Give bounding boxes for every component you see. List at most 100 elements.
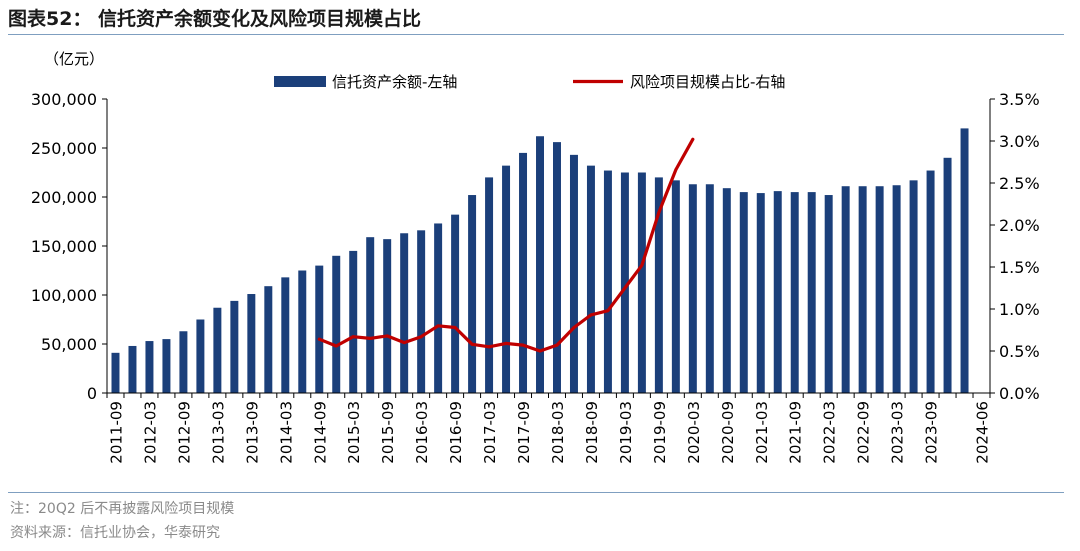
- x-tick-label: 2011-09: [107, 401, 125, 464]
- line-point-2018-03: [555, 343, 559, 347]
- bar-2018-12: [603, 170, 612, 393]
- left-tick-label: 100,000: [31, 286, 97, 305]
- line-point-2017-03: [487, 345, 491, 349]
- line-point-2017-06: [504, 342, 508, 345]
- chart-note: 注：20Q2 后不再披露风险项目规模: [10, 501, 235, 517]
- line-point-2015-03: [351, 335, 355, 339]
- bar-2023-03: [892, 185, 901, 393]
- bar-2018-06: [569, 154, 578, 393]
- bar-2014-09: [315, 265, 324, 393]
- x-tick-label: 2023-09: [923, 401, 941, 464]
- x-tick-label: 2014-09: [311, 401, 329, 464]
- left-tick-label: 150,000: [31, 237, 97, 256]
- bar-2019-06: [637, 172, 646, 393]
- left-tick-label: 250,000: [31, 139, 97, 158]
- legend-label-line: 风险项目规模占比-右轴: [630, 73, 785, 91]
- line-point-2019-06: [640, 263, 644, 267]
- line-point-2020-03: [691, 137, 695, 141]
- x-tick-label: 2015-03: [345, 401, 363, 464]
- x-tick-label: 2019-09: [651, 401, 669, 464]
- bar-2023-12: [943, 157, 952, 393]
- x-tick-label: 2014-03: [277, 401, 295, 464]
- right-tick-label: 2.0%: [999, 216, 1040, 235]
- title-divider: [8, 34, 1064, 35]
- x-tick-label: 2018-09: [583, 401, 601, 464]
- bar-2014-12: [332, 255, 341, 393]
- bar-2024-03: [960, 128, 969, 393]
- bar-2020-09: [722, 188, 731, 393]
- x-tick-label: 2017-09: [515, 401, 533, 464]
- x-tick-label: 2022-09: [855, 401, 873, 464]
- bar-2011-12: [128, 345, 137, 393]
- bar-2023-06: [909, 180, 918, 393]
- line-point-2016-06: [436, 324, 440, 328]
- right-tick-label: 3.0%: [999, 132, 1040, 151]
- right-tick-label: 1.0%: [999, 300, 1040, 319]
- bar-2022-12: [875, 186, 884, 393]
- line-point-2015-12: [402, 341, 406, 344]
- x-tick-label: 2024-06: [974, 401, 992, 464]
- line-point-2015-09: [385, 334, 389, 338]
- bar-2013-09: [247, 294, 256, 393]
- left-tick-label: 300,000: [31, 90, 97, 109]
- x-tick-label: 2012-03: [141, 401, 159, 464]
- bar-2020-03: [688, 184, 697, 393]
- bar-2016-12: [468, 195, 477, 393]
- bar-2014-03: [281, 277, 290, 393]
- bar-2016-09: [451, 214, 460, 393]
- bar-2021-03: [756, 193, 765, 393]
- chart-title: 图表52： 信托资产余额变化及风险项目规模占比: [8, 8, 422, 30]
- x-tick-label: 2021-09: [787, 401, 805, 464]
- bar-2012-03: [145, 341, 154, 393]
- line-point-2017-12: [538, 349, 542, 353]
- bar-2021-06: [773, 191, 782, 393]
- line-point-2018-09: [589, 313, 593, 317]
- x-tick-label: 2021-03: [753, 401, 771, 464]
- line-point-2016-03: [419, 335, 423, 339]
- bar-2011-09: [111, 352, 120, 393]
- right-tick-label: 3.5%: [999, 90, 1040, 109]
- bar-2018-03: [552, 142, 561, 393]
- footer-divider: [8, 492, 1064, 493]
- x-tick-label: 2016-03: [413, 401, 431, 464]
- bar-2015-03: [349, 250, 358, 393]
- line-point-2019-12: [674, 168, 678, 171]
- legend-swatch-bar: [274, 76, 326, 87]
- x-tick-label: 2017-03: [481, 401, 499, 464]
- right-tick-label: 0.5%: [999, 342, 1040, 361]
- bar-2021-09: [790, 192, 799, 393]
- bar-2019-03: [620, 172, 629, 393]
- line-point-2014-12: [334, 344, 338, 348]
- bar-2022-06: [841, 186, 850, 393]
- x-tick-label: 2020-03: [685, 401, 703, 464]
- bar-2021-12: [807, 192, 816, 393]
- line-point-2019-03: [623, 286, 627, 290]
- x-tick-label: 2018-03: [549, 401, 567, 464]
- x-tick-label: 2019-03: [617, 401, 635, 464]
- bar-2018-09: [586, 165, 595, 393]
- line-point-2019-09: [657, 211, 661, 214]
- bar-2013-12: [264, 286, 273, 393]
- line-point-2016-12: [470, 342, 474, 346]
- legend-label-bar: 信托资产余额-左轴: [332, 73, 457, 91]
- bar-2020-06: [705, 184, 714, 393]
- bar-2022-09: [858, 186, 867, 393]
- bar-2015-06: [366, 237, 375, 393]
- chart-legend: 信托资产余额-左轴 风险项目规模占比-右轴: [274, 73, 785, 91]
- bar-2016-06: [434, 223, 443, 393]
- bar-2019-12: [671, 180, 680, 393]
- left-tick-label: 0: [87, 384, 97, 403]
- x-tick-label: 2013-03: [209, 401, 227, 464]
- bar-2017-03: [485, 177, 494, 393]
- bar-2016-03: [417, 230, 426, 393]
- line-point-2014-09: [317, 337, 321, 341]
- line-point-2018-06: [572, 326, 576, 329]
- x-tick-label: 2020-09: [719, 401, 737, 464]
- bar-2017-06: [502, 165, 511, 393]
- bar-2014-06: [298, 270, 307, 393]
- bar-2023-09: [926, 170, 935, 393]
- x-tick-label: 2015-09: [379, 401, 397, 464]
- right-tick-label: 0.0%: [999, 384, 1040, 403]
- right-tick-label: 1.5%: [999, 258, 1040, 277]
